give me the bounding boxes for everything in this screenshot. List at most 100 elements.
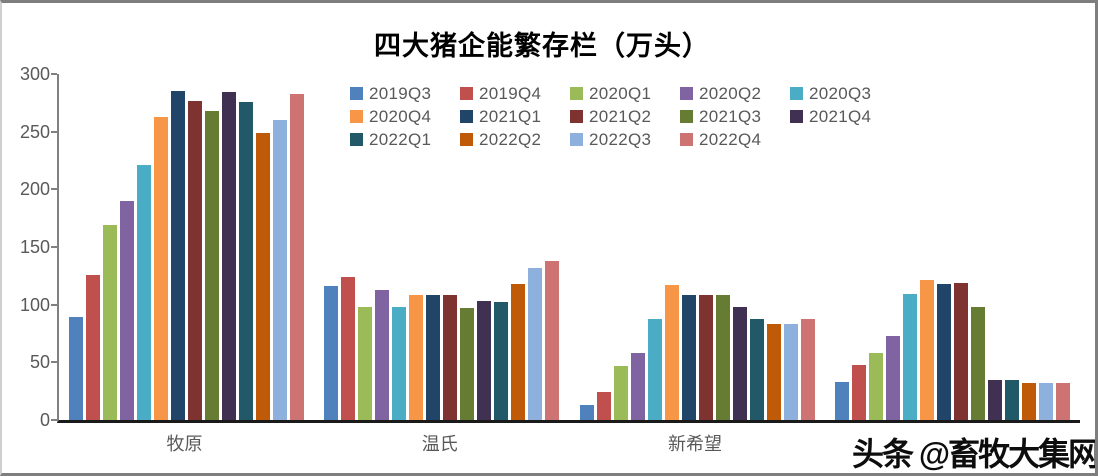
legend-swatch bbox=[570, 133, 583, 146]
legend-item: 2022Q3 bbox=[570, 130, 680, 150]
bar-2019Q4 bbox=[851, 364, 866, 420]
y-tick-label: 200 bbox=[19, 179, 50, 200]
bar-2020Q1 bbox=[358, 306, 373, 420]
chart-title: 四大猪企能繁存栏（万头） bbox=[374, 31, 710, 61]
bar-2021Q1 bbox=[171, 91, 185, 420]
bar-2022Q3 bbox=[528, 267, 543, 420]
bar-2019Q3 bbox=[69, 317, 83, 420]
legend-label: 2020Q1 bbox=[589, 83, 652, 103]
bar-2020Q3 bbox=[647, 318, 662, 420]
legend-item: 2020Q3 bbox=[790, 84, 900, 104]
bar-2022Q3 bbox=[273, 120, 287, 420]
legend-item: 2021Q3 bbox=[680, 107, 790, 127]
bar-group bbox=[324, 260, 560, 420]
bar-2021Q2 bbox=[953, 282, 968, 420]
bar-2021Q1 bbox=[426, 295, 441, 420]
x-axis-label: 新希望 bbox=[668, 434, 722, 454]
bar-2020Q4 bbox=[409, 295, 424, 420]
bar-2022Q4 bbox=[290, 93, 304, 420]
bar-2020Q2 bbox=[375, 289, 390, 420]
plot-area bbox=[57, 74, 1080, 423]
bar-2019Q4 bbox=[341, 277, 356, 420]
bar-2020Q1 bbox=[103, 225, 117, 420]
legend-swatch bbox=[460, 133, 473, 146]
bar-2021Q3 bbox=[715, 295, 730, 420]
legend-label: 2019Q4 bbox=[479, 83, 542, 103]
bar-2020Q3 bbox=[137, 165, 151, 420]
bar-2021Q1 bbox=[936, 283, 951, 420]
bar-2021Q2 bbox=[443, 295, 458, 420]
bar-2019Q4 bbox=[596, 392, 611, 420]
legend-swatch bbox=[460, 87, 473, 100]
y-tick-mark bbox=[51, 246, 57, 248]
y-tick-label: 250 bbox=[19, 121, 50, 142]
legend-item: 2022Q2 bbox=[460, 130, 570, 150]
bar-2022Q4 bbox=[800, 318, 815, 420]
legend: 2019Q3 2019Q4 2020Q1 2020Q2 2020Q3 2020Q4 2021… bbox=[350, 82, 900, 151]
bar-2020Q4 bbox=[919, 280, 934, 420]
y-tick-mark bbox=[51, 419, 57, 421]
legend-item: 2022Q1 bbox=[350, 130, 460, 150]
y-tick-label: 100 bbox=[19, 294, 50, 315]
bar-2020Q4 bbox=[664, 285, 679, 420]
legend-item: 2021Q1 bbox=[460, 107, 570, 127]
legend-label: 2019Q3 bbox=[369, 83, 432, 103]
bar-2019Q3 bbox=[579, 405, 594, 420]
bar-2021Q4 bbox=[222, 92, 236, 420]
bar-2022Q1 bbox=[239, 101, 253, 420]
bar-2022Q1 bbox=[494, 302, 509, 420]
bar-2020Q2 bbox=[630, 353, 645, 420]
bar-2022Q3 bbox=[1038, 383, 1053, 420]
legend-item: 2021Q2 bbox=[570, 107, 680, 127]
legend-item: 2022Q4 bbox=[680, 130, 790, 150]
y-tick-label: 0 bbox=[39, 410, 50, 430]
bar-2022Q4 bbox=[545, 260, 560, 420]
y-tick-label: 300 bbox=[19, 64, 50, 84]
bar-2020Q4 bbox=[154, 116, 168, 420]
bar-2021Q2 bbox=[698, 295, 713, 420]
legend-item: 2020Q1 bbox=[570, 84, 680, 104]
y-tick-mark bbox=[51, 188, 57, 191]
bar-2022Q4 bbox=[1055, 383, 1070, 420]
watermark: 头条 @畜牧大集网 bbox=[852, 436, 1098, 472]
y-tick-mark bbox=[51, 361, 57, 364]
bar-2021Q4 bbox=[477, 301, 492, 420]
legend-swatch bbox=[570, 110, 583, 123]
bar-2022Q2 bbox=[766, 324, 781, 420]
legend-label: 2021Q2 bbox=[589, 106, 652, 126]
legend-item: 2020Q4 bbox=[350, 107, 460, 127]
bar-2021Q2 bbox=[188, 100, 202, 420]
legend-swatch bbox=[570, 87, 583, 100]
bar-2022Q3 bbox=[783, 324, 798, 420]
legend-item: 2019Q4 bbox=[460, 84, 570, 104]
bar-2021Q4 bbox=[732, 306, 747, 420]
y-tick-mark bbox=[51, 130, 57, 133]
bar-2022Q2 bbox=[1021, 383, 1036, 420]
y-tick-label: 50 bbox=[29, 352, 50, 373]
bar-2019Q4 bbox=[86, 274, 100, 420]
bar-2021Q3 bbox=[205, 110, 219, 420]
y-tick-mark bbox=[51, 73, 57, 75]
legend-item: 2019Q3 bbox=[350, 84, 460, 104]
bar-group bbox=[834, 280, 1070, 420]
legend-swatch bbox=[350, 110, 363, 123]
bar-2022Q2 bbox=[511, 283, 526, 420]
bar-2019Q3 bbox=[834, 381, 849, 420]
legend-label: 2022Q3 bbox=[589, 129, 652, 149]
legend-swatch bbox=[680, 87, 693, 100]
x-axis-label: 温氏 bbox=[421, 434, 458, 454]
legend-label: 2021Q1 bbox=[479, 106, 542, 126]
legend-swatch bbox=[790, 110, 803, 123]
bar-2020Q3 bbox=[902, 294, 917, 420]
bar-2020Q2 bbox=[120, 200, 134, 420]
bar-2022Q2 bbox=[256, 132, 270, 420]
legend-swatch bbox=[790, 87, 803, 100]
bar-2021Q1 bbox=[681, 295, 696, 420]
legend-swatch bbox=[680, 133, 693, 146]
legend-swatch bbox=[680, 110, 693, 123]
legend-label: 2020Q4 bbox=[369, 106, 432, 126]
bar-group bbox=[579, 285, 815, 420]
y-tick-label: 150 bbox=[19, 237, 50, 257]
bar-2021Q3 bbox=[970, 306, 985, 420]
